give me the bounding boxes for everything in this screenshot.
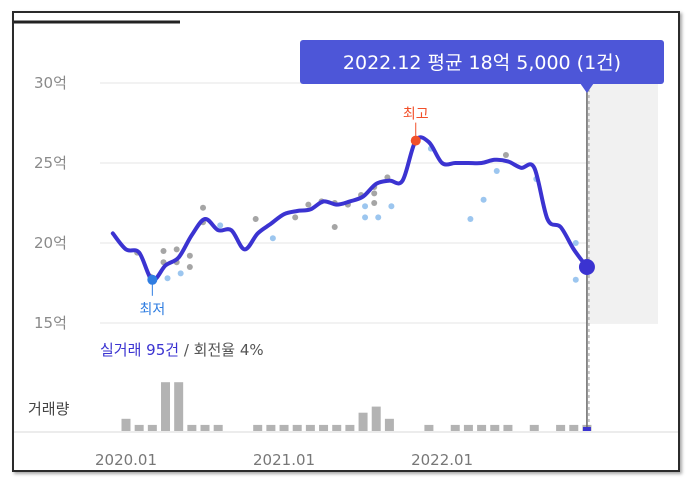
- trade-count: 실거래 95건: [100, 341, 179, 359]
- selected-point: [578, 259, 595, 275]
- transaction-dot: [572, 276, 579, 283]
- volume-bar: [345, 424, 355, 431]
- transaction-dot: [173, 246, 180, 253]
- price-tooltip-text: 2022.12 평균 18억 5,000 (1건): [343, 52, 621, 74]
- volume-bar: [279, 424, 289, 431]
- transaction-dot: [362, 214, 369, 221]
- volume-bar: [121, 418, 131, 431]
- volume-bar: [450, 424, 460, 431]
- transaction-dot: [371, 190, 378, 197]
- high-marker-label: 최고: [403, 107, 429, 123]
- selected-volume-marker: [582, 427, 591, 431]
- transaction-dot: [371, 200, 378, 206]
- transaction-dot: [269, 235, 276, 242]
- volume-bar: [266, 424, 276, 431]
- volume-bar: [187, 424, 197, 431]
- price-tooltip: [300, 40, 664, 84]
- volume-bar: [253, 424, 263, 431]
- volume-bar: [161, 382, 171, 431]
- transaction-dot: [572, 240, 579, 246]
- y-tick-label: 30억: [34, 74, 67, 92]
- x-tick-label: 2022.01: [411, 451, 473, 469]
- volume-bar: [174, 382, 184, 431]
- volume-bar: [200, 424, 210, 431]
- volume-bar: [292, 424, 302, 431]
- volume-bar: [569, 424, 579, 431]
- volume-bar: [147, 424, 157, 431]
- selected-period-band: [586, 83, 658, 323]
- volume-bar: [503, 424, 513, 431]
- transaction-dot: [160, 248, 167, 254]
- volume-bar: [305, 424, 315, 431]
- transaction-dot: [375, 214, 382, 221]
- turnover-rate: / 회전율 4%: [179, 341, 264, 359]
- volume-bar: [371, 406, 381, 431]
- volume-bar: [529, 424, 539, 431]
- y-tick-label: 20억: [34, 234, 67, 252]
- volume-bar: [134, 424, 144, 431]
- volume-bar: [477, 424, 487, 431]
- volume-bar: [332, 424, 342, 431]
- transaction-dot: [186, 252, 193, 259]
- volume-bar: [556, 424, 566, 431]
- transaction-dot: [164, 275, 171, 282]
- transaction-dot: [252, 216, 259, 222]
- low-marker: [147, 274, 158, 285]
- transaction-dot: [292, 214, 299, 221]
- volume-bar: [424, 424, 434, 431]
- y-tick-label: 25억: [34, 154, 67, 172]
- transaction-dot: [331, 224, 338, 230]
- volume-bar: [319, 424, 329, 431]
- transaction-dot: [502, 152, 509, 158]
- volume-bar: [490, 424, 500, 431]
- transaction-dot: [217, 222, 224, 229]
- transaction-dot: [467, 216, 474, 222]
- volume-bar: [384, 418, 394, 431]
- trade-summary: 실거래 95건 / 회전율 4%: [100, 341, 264, 359]
- volume-bar: [358, 412, 368, 431]
- transaction-dot: [388, 203, 395, 210]
- transaction-dot: [177, 270, 184, 277]
- x-tick-label: 2021.01: [253, 451, 315, 469]
- transaction-dot: [493, 168, 500, 174]
- average-price-line: [110, 135, 589, 282]
- volume-label: 거래량: [28, 400, 70, 418]
- volume-bar: [213, 424, 223, 431]
- transaction-dot: [200, 204, 207, 211]
- transaction-dot: [480, 196, 487, 203]
- transaction-dot: [186, 264, 193, 270]
- x-tick-label: 2020.01: [95, 451, 157, 469]
- low-marker-label: 최저: [139, 302, 165, 318]
- y-tick-label: 15억: [34, 314, 67, 332]
- high-marker: [410, 135, 421, 146]
- volume-bar: [463, 424, 473, 431]
- price-tooltip-pointer: [579, 83, 594, 93]
- transaction-dot: [362, 203, 369, 210]
- transaction-dot: [305, 201, 312, 208]
